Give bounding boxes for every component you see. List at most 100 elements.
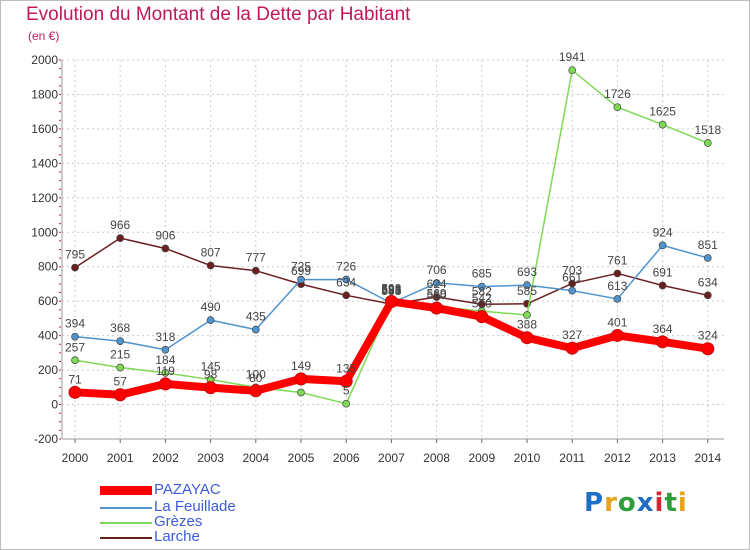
data-label: 100: [246, 367, 266, 381]
data-label: 691: [653, 266, 673, 280]
data-label: 510: [472, 297, 492, 311]
data-label: 324: [698, 329, 718, 343]
y-tick-label: 1800: [31, 87, 58, 101]
x-tick-label: 2005: [288, 451, 315, 465]
data-point: [158, 377, 172, 391]
x-tick-label: 2000: [62, 451, 89, 465]
data-point: [520, 331, 534, 345]
data-label: 613: [607, 279, 627, 293]
data-label: 851: [698, 238, 718, 252]
x-tick-label: 2010: [514, 451, 541, 465]
data-label: 924: [653, 225, 673, 239]
data-label: 598: [381, 282, 401, 296]
data-label: 703: [562, 263, 582, 277]
data-point: [206, 261, 215, 270]
data-label: 634: [698, 275, 718, 289]
data-label: 699: [291, 264, 311, 278]
data-label: 327: [562, 328, 582, 342]
x-tick-label: 2011: [559, 451, 585, 465]
data-point: [116, 337, 125, 345]
data-label: 1625: [649, 105, 676, 119]
data-label: 685: [472, 267, 492, 281]
legend-label-grezes: Grèzes: [154, 513, 203, 530]
y-tick-label: 1000: [31, 225, 58, 239]
data-label: 364: [653, 322, 673, 336]
data-label: 1726: [604, 87, 631, 101]
data-point: [432, 279, 441, 287]
y-tick-label: 400: [38, 329, 58, 343]
data-point: [294, 372, 308, 386]
data-point: [523, 311, 531, 319]
chart-subtitle: (en €): [28, 29, 60, 43]
data-label: 368: [110, 321, 130, 335]
data-label: 906: [155, 228, 175, 242]
data-point: [610, 328, 624, 342]
data-label: 257: [65, 340, 85, 354]
data-point: [523, 281, 531, 290]
data-point: [568, 286, 577, 295]
data-point: [703, 291, 712, 300]
y-tick-label: 1600: [31, 122, 58, 136]
data-label: 394: [65, 317, 85, 331]
data-point: [204, 381, 218, 395]
data-point: [339, 374, 353, 388]
data-label: 585: [517, 284, 537, 298]
data-label: 542: [472, 291, 492, 305]
legend-swatch-pazayac: [100, 486, 152, 495]
data-point: [430, 301, 444, 315]
data-point: [565, 341, 579, 355]
y-tick-label: 1200: [31, 191, 58, 205]
data-point: [658, 120, 667, 129]
data-point: [68, 385, 82, 399]
data-label: 761: [607, 253, 627, 267]
y-tick-label: 1400: [31, 156, 58, 170]
data-label: 706: [427, 263, 447, 277]
x-tick-label: 2003: [197, 451, 224, 465]
data-point: [71, 332, 79, 341]
x-tick-label: 2001: [107, 451, 134, 465]
y-tick-label: -200: [34, 432, 58, 446]
legend-swatch-la-feuillade: [100, 507, 152, 509]
legend-swatch-grezes: [100, 522, 152, 524]
legend-label-larche: Larche: [154, 528, 200, 545]
legend-swatch-larche: [100, 537, 152, 539]
data-point: [161, 368, 170, 377]
proxiti-logo: Proxiti: [584, 488, 688, 518]
data-label: 583: [381, 284, 401, 298]
data-point: [613, 269, 622, 278]
data-label: 588: [381, 283, 401, 297]
y-tick-label: 0: [51, 398, 58, 412]
data-point: [703, 254, 712, 262]
x-tick-label: 2002: [152, 451, 179, 465]
y-tick-label: 600: [38, 294, 58, 308]
data-point: [613, 295, 622, 303]
data-point: [475, 310, 489, 324]
data-label: 215: [110, 348, 130, 362]
data-label: 582: [472, 284, 492, 298]
data-label: 184: [155, 353, 175, 367]
data-point: [116, 234, 125, 242]
data-point: [113, 388, 127, 402]
data-point: [297, 388, 305, 397]
data-label: 98: [204, 368, 218, 382]
data-label: 119: [156, 364, 175, 378]
data-label: 569: [427, 287, 447, 301]
data-point: [161, 345, 170, 354]
data-label: 435: [246, 310, 266, 324]
data-label: 57: [114, 375, 128, 389]
data-label: 634: [336, 275, 356, 289]
data-label: 1518: [694, 123, 721, 137]
data-label: 725: [291, 260, 311, 274]
data-label: 145: [201, 360, 221, 374]
data-point: [477, 282, 486, 291]
data-label: 1941: [559, 50, 586, 64]
data-point: [249, 384, 263, 398]
data-point: [613, 103, 622, 112]
data-label: 135: [336, 361, 356, 375]
data-label: 693: [517, 265, 537, 279]
data-point: [342, 399, 351, 408]
data-label: 560: [427, 288, 447, 302]
data-point: [251, 325, 260, 334]
data-label: 318: [155, 330, 175, 344]
data-label: 490: [201, 300, 221, 314]
